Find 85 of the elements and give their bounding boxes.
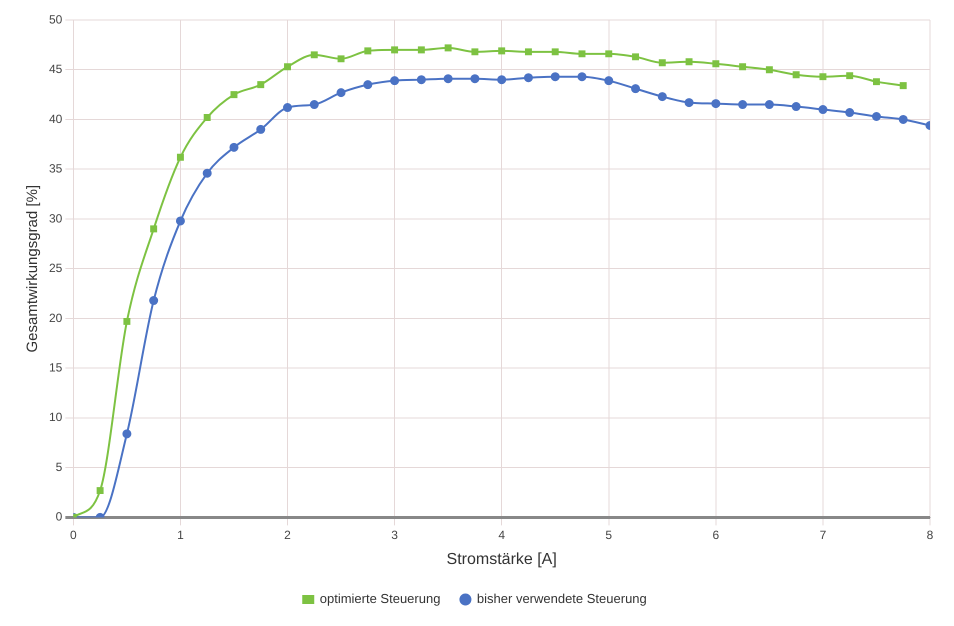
point <box>712 60 720 68</box>
point <box>498 47 506 54</box>
x-tick-label: 3 <box>391 528 398 542</box>
point <box>631 84 640 94</box>
point <box>363 80 372 90</box>
point <box>149 296 158 306</box>
point <box>176 216 185 226</box>
point <box>364 47 372 54</box>
y-tick-label: 10 <box>48 410 63 424</box>
point <box>471 48 478 56</box>
point <box>418 46 425 54</box>
point <box>497 75 506 84</box>
point <box>658 59 666 66</box>
x-tick-label: 6 <box>712 528 720 542</box>
point <box>176 154 184 161</box>
y-tick-label: 20 <box>48 310 63 325</box>
point <box>686 58 693 66</box>
y-tick-label: 30 <box>48 211 63 226</box>
x-tick-label: 2 <box>284 528 292 542</box>
point <box>310 51 318 58</box>
point <box>552 48 559 56</box>
point <box>390 76 400 86</box>
point <box>550 72 560 82</box>
point <box>96 487 104 494</box>
point <box>818 105 828 114</box>
point <box>284 63 291 70</box>
y-tick-label: 40 <box>48 112 63 126</box>
point <box>605 50 612 58</box>
point <box>204 114 211 121</box>
point <box>872 78 880 86</box>
x-tick-label: 0 <box>70 528 78 542</box>
x-tick-label: 1 <box>177 528 184 542</box>
x-tick-label: 5 <box>605 528 612 542</box>
point <box>229 142 238 152</box>
point <box>444 44 452 52</box>
x-tick-label: 7 <box>820 528 827 542</box>
y-axis-title: Gesamtwirkungsgrad [%] <box>24 184 42 352</box>
point <box>123 318 130 325</box>
point <box>604 76 614 86</box>
point <box>819 73 826 80</box>
point <box>898 114 908 124</box>
y-tick-label: 15 <box>48 360 63 374</box>
y-tick-label: 35 <box>48 162 63 176</box>
point <box>524 73 533 82</box>
point <box>578 50 586 58</box>
point <box>257 81 264 88</box>
point <box>684 98 694 108</box>
point <box>336 88 346 98</box>
point <box>310 100 319 110</box>
y-tick-label: 25 <box>48 261 63 276</box>
x-tick-label: 4 <box>498 528 506 542</box>
point <box>283 103 292 112</box>
point <box>122 429 132 438</box>
point <box>577 72 586 82</box>
legend-label: bisher verwendete Steuerung <box>476 591 647 606</box>
y-tick-label: 50 <box>48 12 63 26</box>
point <box>632 53 639 60</box>
point <box>739 63 746 70</box>
point <box>524 48 532 56</box>
point <box>391 46 398 54</box>
point <box>150 225 158 232</box>
legend-label: optimierte Steuerung <box>320 591 440 606</box>
point <box>845 108 854 118</box>
point <box>444 74 453 84</box>
point <box>470 74 480 84</box>
x-axis-title: Stromstärke [A] <box>446 550 557 568</box>
point <box>792 102 801 112</box>
point <box>792 71 800 78</box>
y-tick-label: 5 <box>56 460 63 474</box>
point <box>846 72 854 80</box>
point <box>738 100 748 110</box>
point <box>658 92 667 102</box>
point <box>872 112 881 121</box>
y-tick-label: 0 <box>56 510 63 524</box>
point <box>766 66 773 74</box>
y-tick-label: 45 <box>48 62 63 76</box>
point <box>900 82 907 90</box>
point <box>338 55 345 62</box>
point <box>256 124 266 134</box>
point <box>416 75 426 84</box>
x-tick-label: 8 <box>926 528 934 542</box>
point <box>230 91 238 98</box>
point <box>202 168 212 178</box>
point <box>711 99 720 108</box>
point <box>764 100 774 110</box>
